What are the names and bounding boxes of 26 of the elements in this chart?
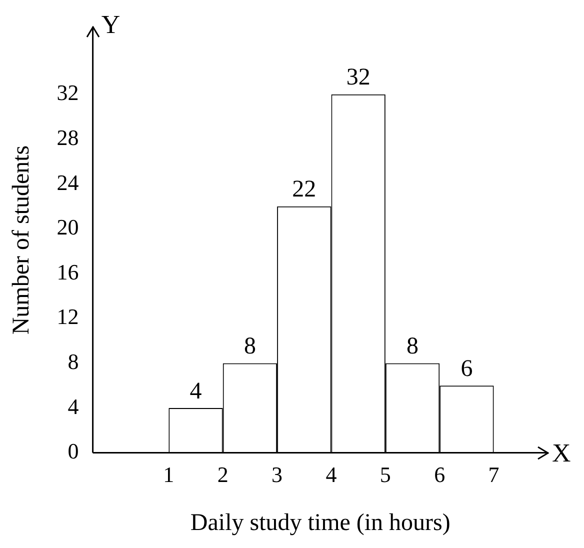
- y-tick-label: 12: [56, 304, 79, 330]
- y-tick-label: 32: [56, 80, 79, 106]
- data-label: 4: [190, 378, 202, 404]
- annotation: Y: [101, 10, 120, 40]
- data-label: 32: [346, 64, 370, 91]
- x-tick-label: 1: [163, 462, 174, 487]
- y-tick-label: 20: [56, 214, 79, 240]
- y-tick-label: 0: [68, 438, 79, 464]
- y-tick-label: 28: [56, 124, 79, 150]
- x-tick-label: 2: [217, 462, 228, 487]
- x-axis-title: Daily study time (in hours): [190, 510, 450, 536]
- text: X: [552, 438, 571, 468]
- x-tick-label: 4: [326, 462, 337, 487]
- x-tick-label: 6: [434, 462, 446, 487]
- x-tick-label: 3: [272, 462, 283, 487]
- y-axis-title: Number of students: [8, 145, 35, 335]
- y-tick-label: 4: [68, 394, 79, 419]
- y-tick-label: 8: [68, 348, 79, 374]
- y-tick-label: 16: [56, 259, 79, 284]
- data-label: 6: [460, 356, 473, 382]
- x-tick-label: 7: [488, 462, 500, 487]
- y-tick-label: 24: [56, 170, 79, 195]
- x-tick-label: 5: [380, 462, 391, 487]
- data-label: 8: [406, 333, 419, 360]
- data-label: 8: [244, 333, 256, 360]
- data-label: 22: [292, 176, 316, 203]
